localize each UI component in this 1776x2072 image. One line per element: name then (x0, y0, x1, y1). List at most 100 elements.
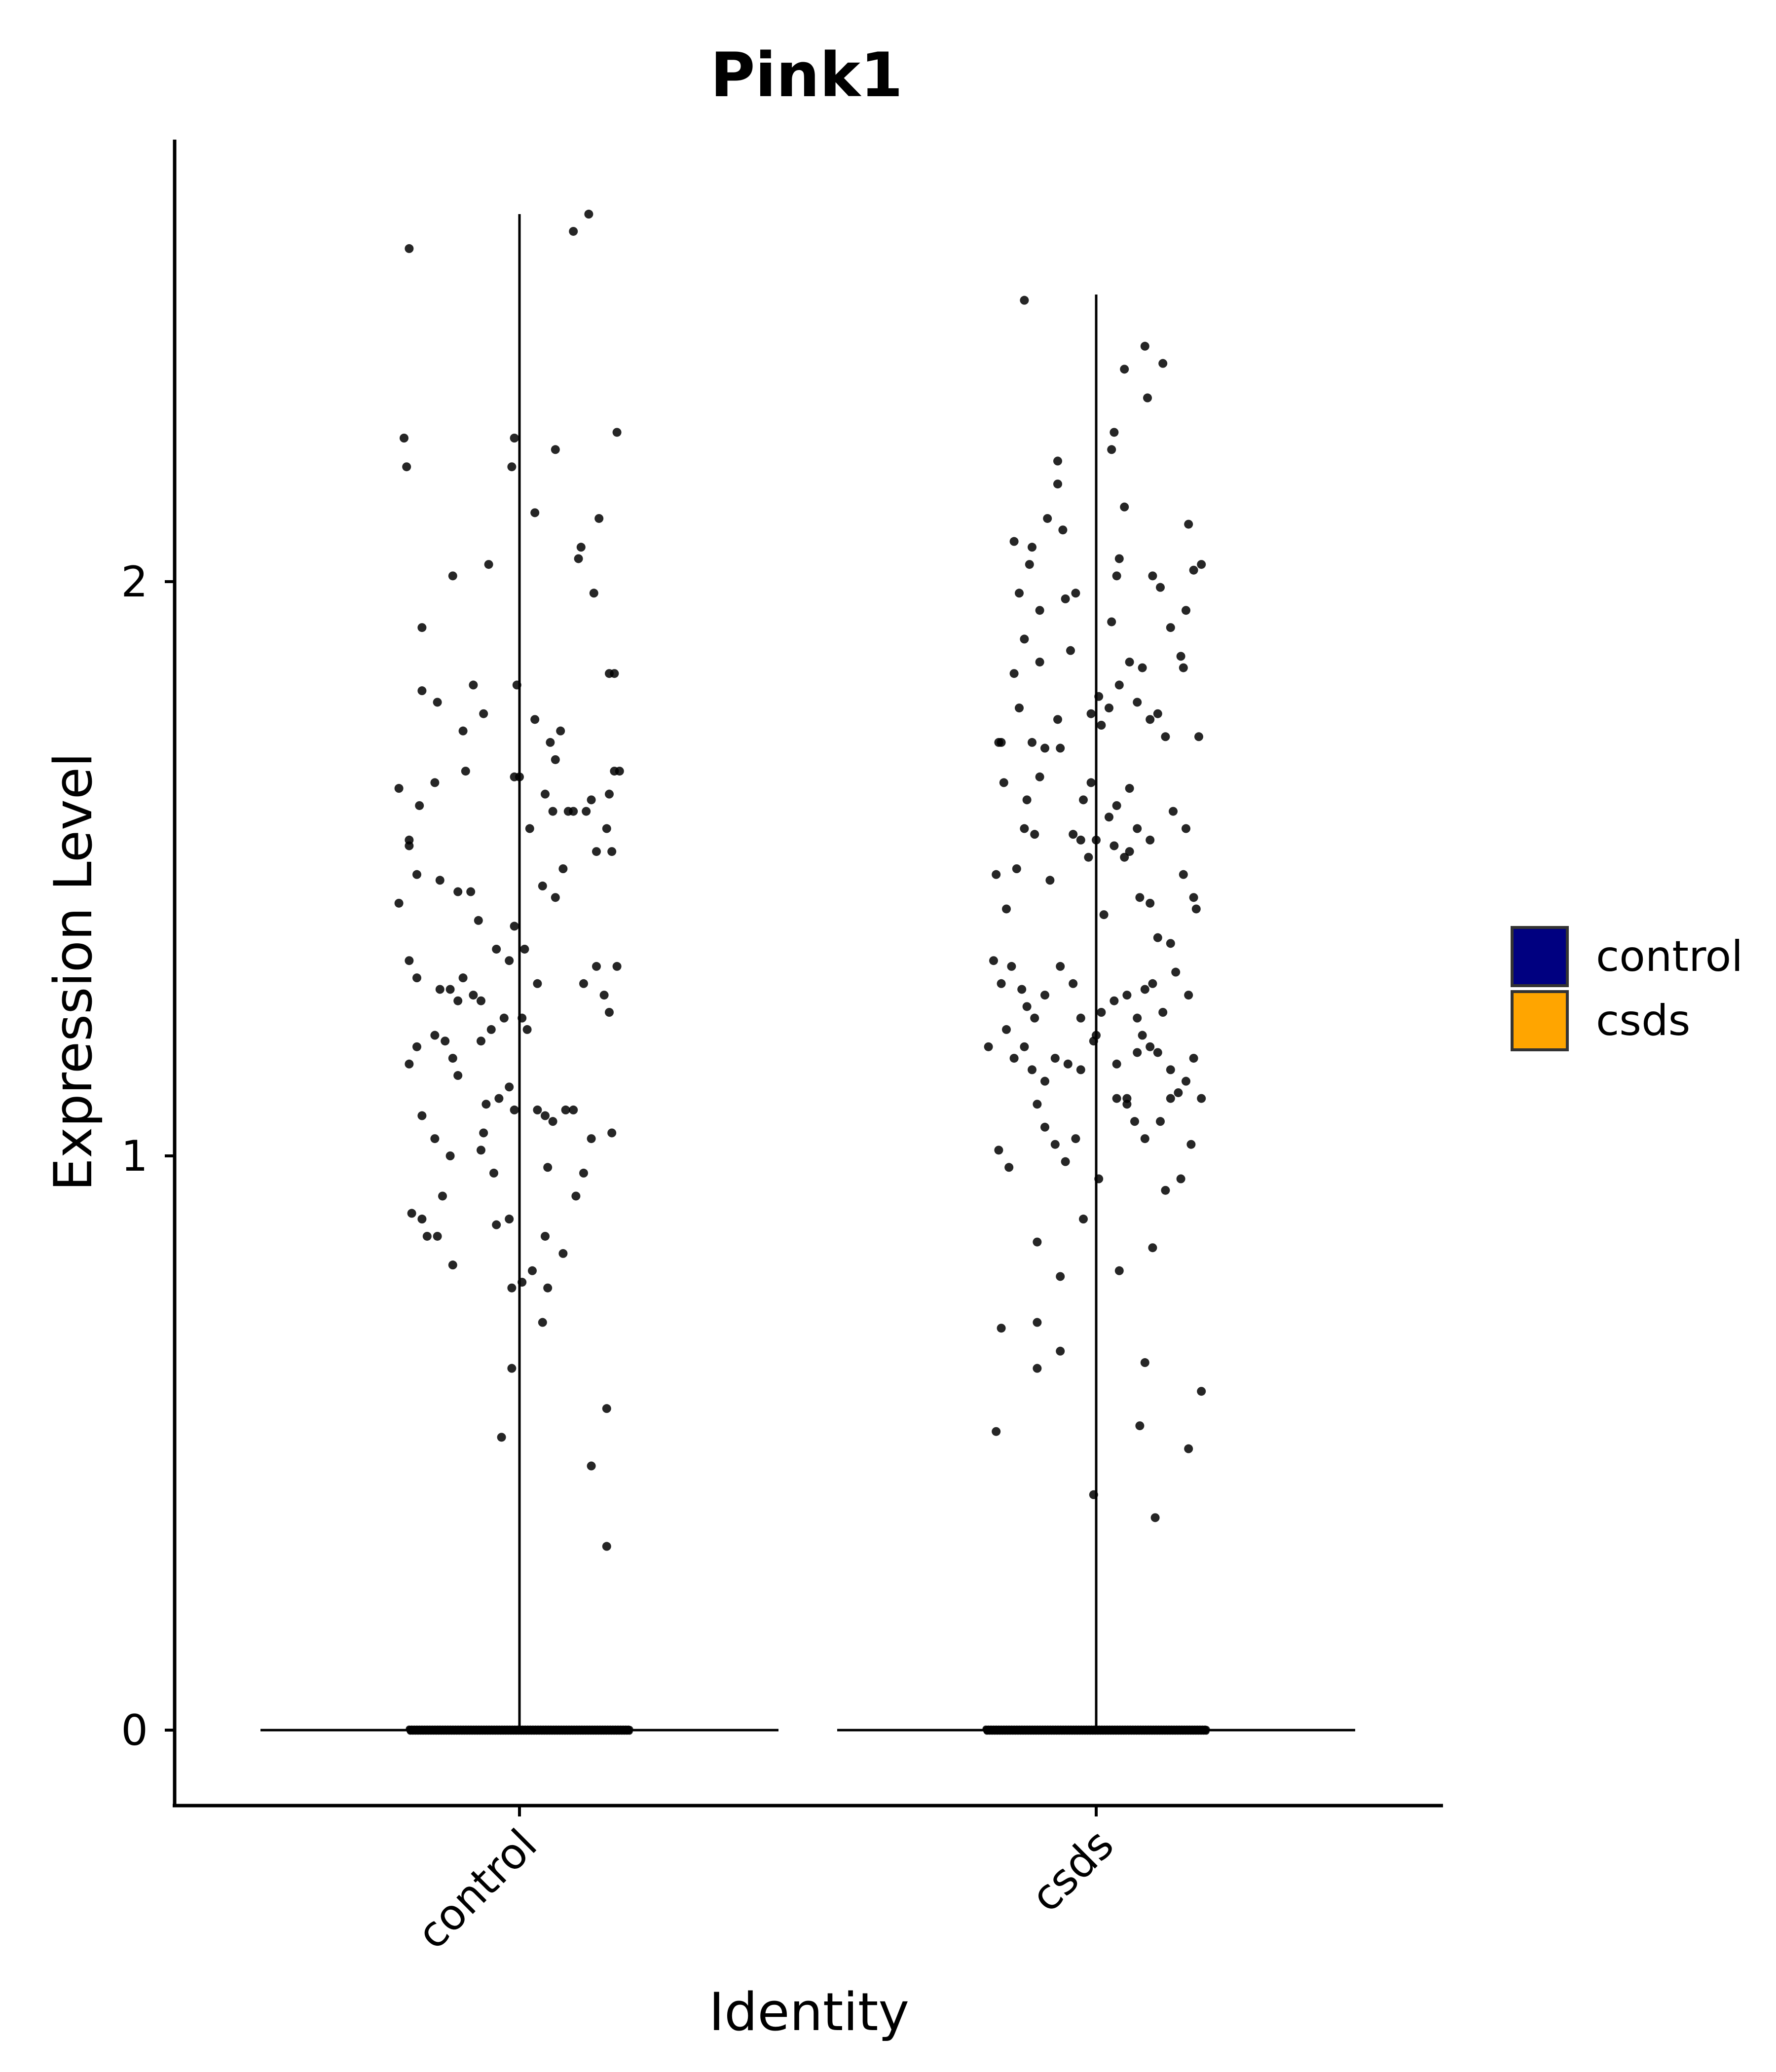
data-point (435, 876, 444, 885)
data-point (548, 1117, 557, 1126)
data-point (1053, 480, 1062, 489)
data-point (569, 226, 578, 236)
data-point (1176, 1174, 1185, 1184)
data-point (518, 1278, 527, 1287)
data-point (1022, 1002, 1032, 1011)
data-point (1148, 571, 1157, 581)
data-point (1089, 1490, 1098, 1499)
data-point (1040, 1122, 1049, 1132)
data-point (441, 1036, 450, 1046)
data-point (430, 778, 440, 787)
legend-label-csds: csds (1596, 996, 1690, 1045)
data-point (1171, 967, 1181, 977)
data-point (1182, 606, 1190, 615)
data-point (494, 1094, 504, 1103)
data-point (1079, 795, 1088, 805)
data-point (405, 841, 414, 851)
data-point (569, 807, 578, 816)
data-point (405, 956, 414, 965)
y-axis-ticks: 0 1 2 (121, 557, 175, 1755)
y-tick-label: 2 (121, 557, 148, 607)
data-point (1020, 824, 1029, 833)
data-point (484, 560, 493, 569)
data-point (1146, 715, 1155, 724)
data-point (453, 887, 463, 896)
data-point (1161, 732, 1170, 741)
data-point (1140, 1358, 1149, 1368)
data-point (1122, 1100, 1132, 1109)
data-point (569, 1105, 578, 1114)
data-point (1133, 824, 1142, 833)
data-point (1110, 996, 1119, 1005)
data-point (1061, 1157, 1070, 1166)
data-point (1033, 1364, 1042, 1373)
legend-key-control (1511, 926, 1569, 987)
data-point (1186, 1140, 1196, 1149)
data-point (1033, 1237, 1042, 1247)
data-point (997, 738, 1006, 747)
data-point (1043, 514, 1052, 523)
data-point (1002, 904, 1011, 914)
data-point (1112, 801, 1121, 810)
data-point (497, 1433, 506, 1442)
data-point (525, 824, 534, 833)
data-point (1035, 606, 1044, 615)
data-point (1114, 680, 1124, 690)
data-point (1182, 824, 1190, 833)
data-point (453, 1071, 463, 1080)
data-point (582, 807, 591, 816)
data-point (1097, 721, 1106, 730)
data-point (1130, 1117, 1139, 1126)
data-point (1143, 393, 1152, 403)
data-point (1063, 1059, 1073, 1069)
data-point (999, 778, 1008, 787)
data-point (1184, 1444, 1193, 1453)
data-point (1028, 543, 1036, 552)
data-point (1179, 663, 1188, 672)
data-point (479, 709, 488, 718)
data-point (1166, 623, 1175, 632)
data-point (1135, 893, 1145, 902)
data-point (602, 1404, 611, 1413)
data-point (579, 1168, 588, 1178)
data-point (1156, 583, 1165, 592)
data-point (1071, 1134, 1080, 1144)
data-point (1056, 1272, 1065, 1281)
data-point (477, 1146, 485, 1155)
data-point (1133, 698, 1142, 707)
data-point (1110, 428, 1119, 437)
data-point (992, 870, 1001, 879)
data-point (1071, 589, 1080, 598)
data-point (448, 1054, 457, 1063)
data-point (1028, 738, 1036, 747)
data-point (394, 898, 404, 908)
violin-csds (837, 295, 1355, 1735)
data-point (1191, 904, 1201, 914)
data-point (1076, 1065, 1085, 1074)
data-point (1112, 1094, 1121, 1103)
expression-points (394, 210, 624, 1551)
data-point (448, 1260, 457, 1270)
data-point (405, 1059, 414, 1069)
data-point (405, 244, 414, 253)
data-point (1189, 1054, 1198, 1063)
data-point (1179, 870, 1188, 879)
plot-area (260, 210, 1355, 1735)
data-point (579, 979, 588, 988)
data-point (510, 434, 519, 443)
data-point (1138, 1031, 1147, 1040)
data-point (994, 1146, 1003, 1155)
data-point (626, 1726, 633, 1733)
data-point (394, 784, 404, 793)
data-point (1176, 652, 1185, 661)
data-point (587, 1134, 596, 1144)
data-point (1079, 1215, 1088, 1224)
data-point (486, 1025, 496, 1034)
data-point (1092, 835, 1101, 845)
data-point (505, 956, 514, 965)
data-point (522, 1025, 532, 1034)
data-point (607, 1128, 617, 1138)
data-point (1146, 835, 1155, 845)
data-point (1182, 1076, 1190, 1086)
